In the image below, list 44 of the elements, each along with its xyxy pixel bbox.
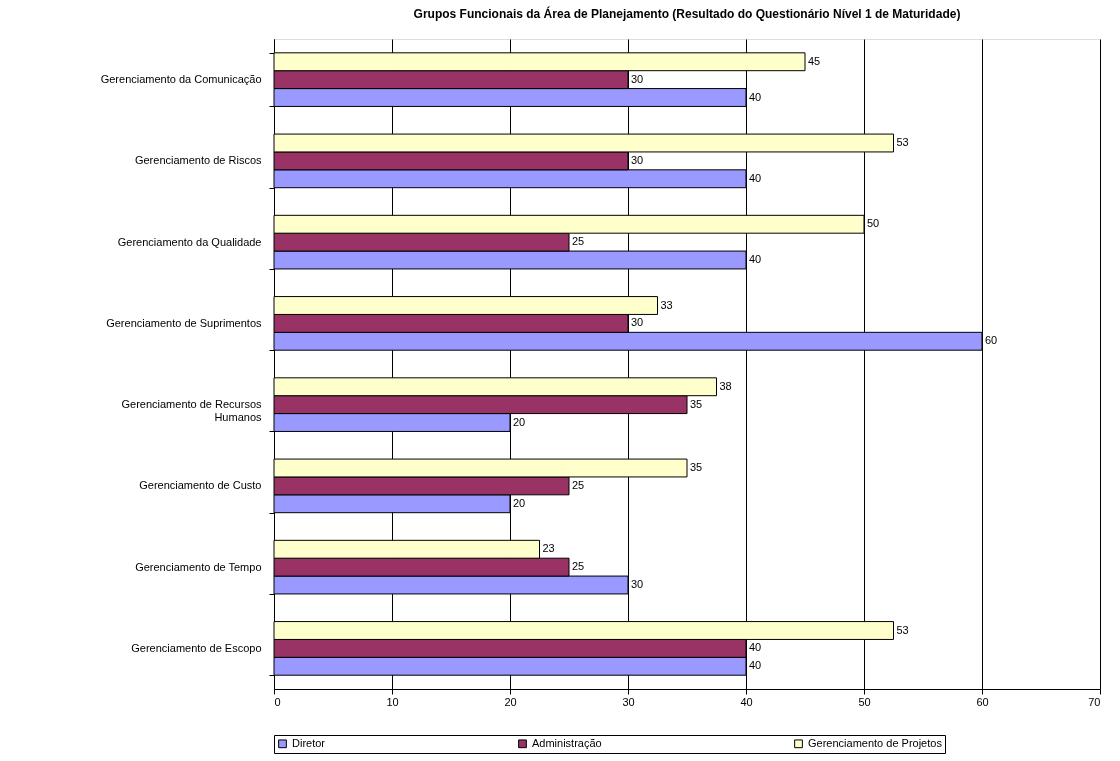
- data-label: 53: [896, 623, 909, 636]
- x-tick-label: 0: [274, 695, 281, 708]
- data-label: 30: [631, 153, 644, 166]
- data-label: 60: [985, 334, 998, 347]
- data-label: 30: [631, 578, 644, 590]
- y-tick-label: Gerenciamento de Tempo: [135, 560, 262, 573]
- x-tick-label: 20: [504, 695, 517, 708]
- data-label: 25: [572, 235, 585, 248]
- y-tick-label: Gerenciamento de Riscos: [134, 154, 262, 167]
- data-label: 23: [542, 542, 555, 555]
- legend-label: Diretor: [292, 736, 326, 749]
- data-label: 38: [719, 379, 732, 392]
- x-tick-label: 10: [386, 695, 399, 708]
- data-label: 40: [749, 253, 762, 265]
- data-label: 30: [631, 316, 644, 329]
- data-label: 30: [631, 72, 644, 85]
- data-label: 20: [513, 496, 526, 509]
- x-tick-label: 30: [622, 695, 635, 708]
- data-label: 40: [749, 641, 762, 654]
- x-tick-label: 50: [858, 695, 871, 708]
- y-tick-label: Gerenciamento de Suprimentos: [106, 316, 262, 329]
- data-label: 40: [749, 171, 762, 184]
- legend-label: Administração: [532, 736, 602, 749]
- y-tick-label: Gerenciamento de Custo: [139, 479, 262, 492]
- data-label: 33: [660, 298, 673, 311]
- data-label: 35: [690, 397, 703, 410]
- chart-title: Grupos Funcionais da Área de Planejamento (Resultado do Questionário Nível 1 de Maturidade): [413, 6, 961, 21]
- data-label: 25: [572, 560, 585, 573]
- data-label: 35: [690, 461, 703, 473]
- x-tick-label: 60: [976, 695, 989, 708]
- y-tick-label: Gerenciamento de Escopo: [131, 641, 262, 654]
- y-tick-label: Gerenciamento de Recursos Humanos: [121, 398, 262, 424]
- data-label: 53: [896, 136, 909, 148]
- y-tick-label: Gerenciamento da Qualidade: [117, 235, 262, 248]
- data-label: 40: [749, 90, 762, 103]
- x-tick-label: 40: [740, 695, 753, 708]
- data-label: 25: [572, 478, 585, 491]
- data-label: 40: [749, 659, 762, 672]
- y-tick-label: Gerenciamento da Comunicação: [100, 73, 262, 86]
- x-tick-label: 70: [1088, 695, 1101, 708]
- data-label: 20: [513, 415, 526, 428]
- data-label: 50: [867, 217, 880, 230]
- legend-label: Gerenciamento de Projetos: [808, 736, 943, 749]
- data-label: 45: [808, 54, 821, 67]
